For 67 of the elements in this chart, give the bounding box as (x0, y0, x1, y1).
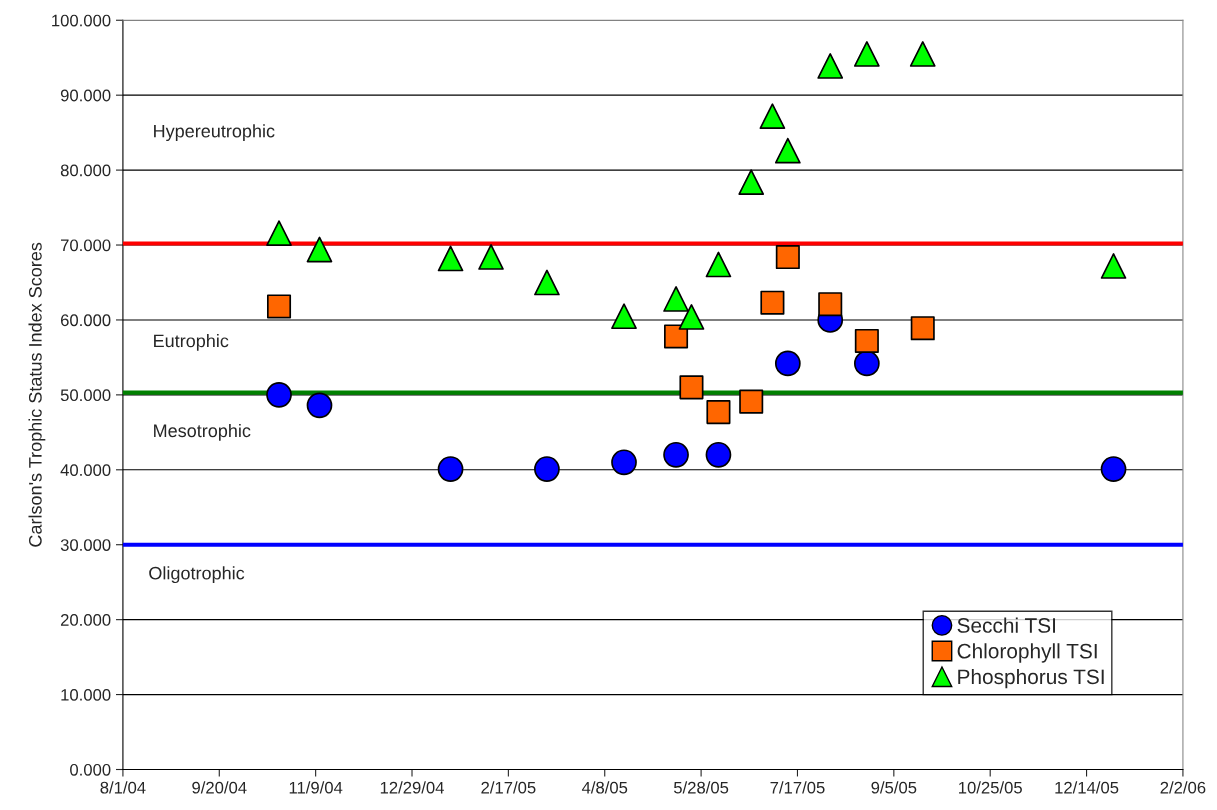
point (534, 269, 560, 296)
y-tick-label: 50.000 (60, 389, 111, 402)
x-tick-label: 9/5/05 (871, 781, 917, 794)
y-tick-label: 20.000 (60, 614, 111, 626)
x-tick-label: 4/8/05 (581, 781, 628, 794)
annotation: Hypereutrophic (154, 124, 275, 142)
y-tick-label: 90.000 (60, 89, 111, 102)
point (306, 236, 333, 263)
y-tick-label: 30.000 (60, 539, 111, 551)
annotation: Mesotrophic (154, 423, 251, 441)
annotation: Oligotrophic (149, 566, 245, 584)
x-tick-label: 2/17/05 (481, 781, 536, 794)
x-tick-label: 8/1/04 (100, 781, 146, 794)
y-tick-label: 100.000 (52, 14, 111, 27)
point (853, 41, 880, 67)
point (437, 245, 464, 272)
point (478, 244, 504, 270)
legend-label: Secchi TSI (957, 617, 1055, 633)
point (910, 316, 935, 341)
point (266, 220, 292, 246)
point (760, 290, 785, 315)
point (705, 441, 732, 468)
y-tick-label: 70.000 (60, 239, 111, 252)
y-tick-label: 80.000 (60, 164, 111, 177)
x-tick-label: 11/9/04 (289, 781, 343, 794)
x-tick-label: 12/14/05 (1055, 781, 1119, 794)
x-tick-label: 10/25/05 (959, 781, 1022, 794)
point (909, 41, 936, 67)
annotation: Eutrophic (154, 334, 229, 351)
point (678, 304, 705, 330)
point (534, 456, 560, 482)
point (775, 244, 800, 270)
point (679, 375, 704, 400)
point (266, 294, 292, 319)
y-tick-label: 0.000 (70, 763, 111, 776)
legend-label: Chlorophyll TSI (957, 643, 1097, 663)
x-tick-label: 5/28/05 (673, 781, 729, 794)
point (1100, 253, 1127, 279)
point (854, 328, 879, 353)
point (706, 400, 731, 425)
point (664, 324, 689, 349)
point (1100, 456, 1127, 482)
point (663, 286, 689, 312)
point (738, 169, 765, 195)
point (611, 449, 637, 476)
point (611, 303, 637, 330)
point (853, 350, 880, 377)
y-tick-label: 60.000 (60, 314, 111, 327)
point (266, 382, 292, 408)
point (663, 441, 689, 468)
point (437, 456, 464, 482)
point (705, 251, 732, 278)
point (774, 137, 801, 164)
x-tick-label: 9/20/04 (192, 781, 247, 794)
x-tick-label: 7/17/05 (770, 781, 825, 794)
point (818, 292, 843, 317)
legend-label: Phosphorus TSI (958, 668, 1104, 689)
x-tick-label: 12/29/04 (380, 781, 444, 794)
y-tick-label: 10.000 (61, 688, 111, 701)
point (759, 103, 786, 130)
x-tick-label: 2/2/06 (1160, 781, 1206, 794)
y-axis-title: Carlson's Trophic Status Index Scores (28, 242, 46, 547)
point (817, 53, 844, 79)
y-tick-label: 40.000 (60, 464, 111, 476)
point (739, 389, 764, 414)
point (774, 350, 801, 377)
point (306, 392, 333, 419)
